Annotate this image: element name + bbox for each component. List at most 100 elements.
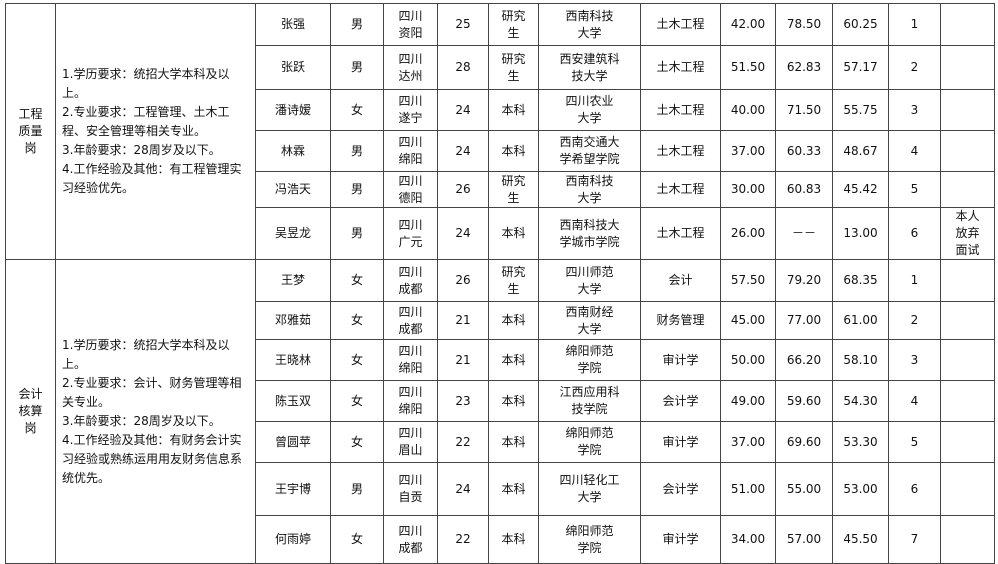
text: 24 [455,143,471,158]
text-line: 大学 [577,111,602,125]
age-cell: 24 [437,207,489,260]
total-cell: 55.75 [832,89,889,131]
text-line: 技大学 [571,68,608,83]
major-cell: 土木工程 [640,130,721,172]
gender-cell: 女 [330,259,384,302]
age-cell: 21 [437,301,489,340]
text: 冯浩天 [274,182,311,196]
total-cell: 13.00 [832,207,889,260]
text: 张强 [280,17,305,31]
name-cell: 邓雅茹 [255,301,331,340]
education-cell: 研究生 [488,171,539,208]
text: 49.00 [730,393,766,408]
text-line: 本科 [501,481,526,496]
age-cell: 22 [437,515,489,564]
interview-cell: 55.00 [775,462,833,516]
text-line: 研究 [501,264,526,279]
school-cell: 绵阳师范 学院 [538,515,641,564]
note-cell [940,421,995,463]
written-cell: 37.00 [720,421,776,463]
text: 51.00 [730,481,766,496]
name-cell: 潘诗嫒 [255,89,331,131]
text-line: 2.专业要求：会计、财务管理等相关专业。 [62,375,242,409]
education-cell: 本科 [488,515,539,564]
interview-cell: 60.83 [775,171,833,208]
text: 3 [910,102,919,117]
text: 4 [910,143,919,158]
text: 王梦 [280,273,305,287]
text-line: 本科 [501,393,526,408]
text-line: 本科 [501,352,526,367]
major-cell: 审计学 [640,515,721,564]
results-table: 工程 质量岗 1.学历要求：统招大学本科及以上。 2.专业要求：工程管理、土木工程、安… [5,3,995,564]
origin-cell: 四川 资阳 [383,3,438,46]
text: 4 [910,393,919,408]
school-cell: 西南交通大 学希望学院 [538,130,641,172]
school-cell: 四川轻化工 大学 [538,462,641,516]
text: 26 [455,273,471,287]
text-line: 绵阳师范 [565,523,614,538]
text-line: 面试 [955,243,980,257]
text: 男 [350,481,363,496]
interview-cell: 57.00 [775,515,833,564]
major-cell: 土木工程 [640,45,721,90]
note-cell [940,89,995,131]
text: 62.83 [786,60,822,74]
text: 1 [910,17,919,31]
name-cell: 张强 [255,3,331,46]
text-line: 四川 [398,523,423,538]
text: 26.00 [730,226,766,240]
interview-cell: 62.83 [775,45,833,90]
text-line: 西南科技大 [559,217,620,232]
text-line: 本科 [501,226,526,240]
text-line: 本科 [501,532,526,546]
text-line: 成都 [398,321,423,336]
text: 张跃 [280,60,305,74]
education-cell: 本科 [488,339,539,381]
text: 77.00 [786,313,822,327]
age-cell: 22 [437,421,489,463]
major-cell: 财务管理 [640,301,721,340]
text: 男 [350,226,363,240]
age-cell: 28 [437,45,489,90]
text: 3 [910,352,919,367]
interview-cell: 59.60 [775,380,833,422]
rank-cell: 5 [888,171,941,208]
interview-cell: 66.20 [775,339,833,381]
text: 女 [350,102,363,117]
text-line: 四川 [398,473,423,487]
requirements-cell: 1.学历要求：统招大学本科及以上。 2.专业要求：工程管理、土木工程、安全管理等相… [55,3,256,260]
origin-cell: 四川 绵阳 [383,130,438,172]
text-line: 1.学历要求：统招大学本科及以上。 [62,67,230,100]
text-line: 岗 [24,421,37,435]
text: 21 [455,313,471,327]
text-line: 绵阳师范 [565,426,614,440]
text-line: 大学 [577,190,602,205]
text: 吴昱龙 [274,226,311,240]
school-cell: 绵阳师范 学院 [538,421,641,463]
total-cell: 60.25 [832,3,889,46]
total-cell: 61.00 [832,301,889,340]
text: 林霖 [280,143,305,158]
text-line: 技学院 [571,402,608,416]
text: 男 [350,143,363,158]
interview-cell: 69.60 [775,421,833,463]
text-line: 眉山 [398,443,423,457]
major-cell: 审计学 [640,339,721,381]
text-line: 本科 [501,143,526,158]
note-cell [940,45,995,90]
text-line: 1.学历要求：统招大学本科及以上。 [62,337,230,371]
text: 25 [455,17,471,31]
text-line: 德阳 [398,190,423,205]
major-cell: 会计 [640,259,721,302]
major-cell: 会计学 [640,462,721,516]
text: 男 [350,60,363,74]
age-cell: 24 [437,89,489,131]
text: 68.35 [843,273,878,287]
text: 男 [350,182,363,196]
education-cell: 研究生 [488,3,539,46]
name-cell: 吴昱龙 [255,207,331,260]
origin-cell: 四川 成都 [383,515,438,564]
text-line: 生 [507,281,520,296]
text: 女 [350,532,363,546]
